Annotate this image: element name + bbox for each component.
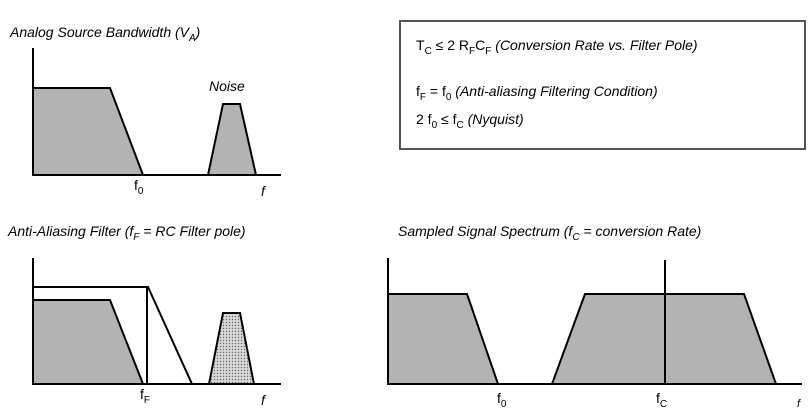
anti-aliasing-filter-panel: Anti-Aliasing Filter (fF = RC Filter pol… <box>7 223 281 408</box>
attenuated-noise-spectrum <box>207 312 256 385</box>
sampled-spectrum-panel: Sampled Signal Spectrum (fC = conversion… <box>387 223 802 408</box>
noise-label: Noise <box>209 78 245 94</box>
sampled-fC-label: fC <box>656 390 667 408</box>
analog-f0-label: f0 <box>134 177 144 197</box>
equation-nyquist: 2 f0 ≤ fC (Nyquist) <box>416 111 524 131</box>
baseband-spectrum <box>387 293 500 385</box>
sampled-panel-title: Sampled Signal Spectrum (fC = conversion… <box>398 223 701 243</box>
equation-conversion-rate: TC ≤ 2 RFCF (Conversion Rate vs. Filter … <box>416 37 698 57</box>
filter-fF-label: fF <box>140 386 150 406</box>
noise-spectrum <box>206 103 258 176</box>
equations-border <box>399 20 806 150</box>
equation-anti-aliasing: fF = f0 (Anti-aliasing Filtering Conditi… <box>416 83 658 103</box>
filtered-signal-spectrum <box>32 299 145 385</box>
analog-signal-spectrum <box>32 87 145 176</box>
filter-panel-title: Anti-Aliasing Filter (fF = RC Filter pol… <box>7 223 246 243</box>
analog-source-panel: Analog Source Bandwidth (VA) Noise f0 f <box>9 24 281 199</box>
analog-f-axis-label: f <box>261 183 267 199</box>
filter-f-axis-label: f <box>261 392 267 408</box>
sampled-f0-label: f0 <box>497 390 507 408</box>
equations-box: TC ≤ 2 RFCF (Conversion Rate vs. Filter … <box>399 20 806 150</box>
analog-panel-title: Analog Source Bandwidth (VA) <box>9 24 200 44</box>
sampled-f-axis-label: f <box>797 398 801 408</box>
